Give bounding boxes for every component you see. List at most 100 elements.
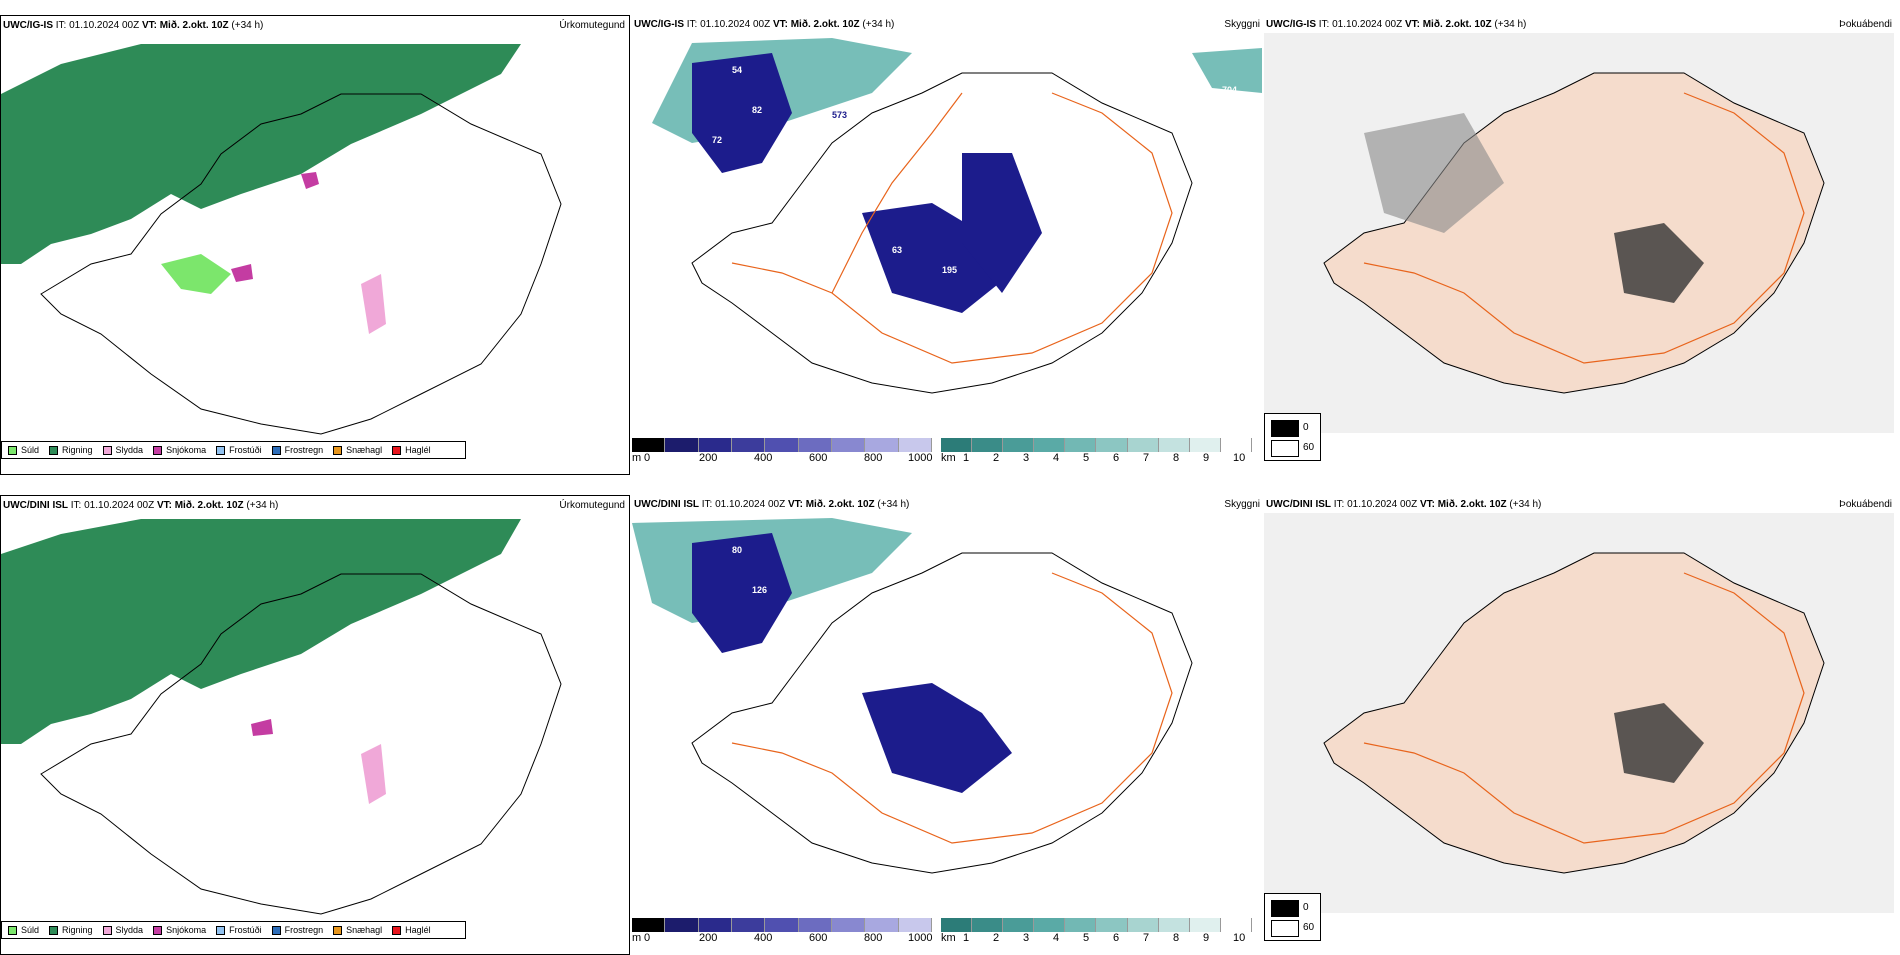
height-colorbar <box>632 438 932 452</box>
swatch <box>216 445 226 455</box>
svg-text:63: 63 <box>892 245 902 255</box>
svg-text:195: 195 <box>942 265 957 275</box>
svg-text:573: 573 <box>832 110 847 120</box>
swatch <box>333 445 343 455</box>
legend-freezing-drizzle: Frostúði <box>216 445 262 455</box>
panel-header: UWC/IG-IS IT: 01.10.2024 00Z VT: Mið. 2.… <box>3 20 263 31</box>
iceland-coast <box>40 93 562 435</box>
init-time: IT: 01.10.2024 00Z <box>53 20 142 31</box>
fog-panel-top: UWC/IG-IS IT: 01.10.2024 00Z VT: Mið. 2.… <box>1264 15 1894 475</box>
height-colorbar <box>632 918 932 932</box>
legend-sleet: Slydda <box>102 445 143 455</box>
snow-patch <box>251 719 273 736</box>
precip-map-bottom <box>1 519 562 915</box>
svg-text:63: 63 <box>1202 535 1212 545</box>
panel-header: UWC/IG-IS IT: 01.10.2024 00Z VT: Mið. 2.… <box>634 19 895 30</box>
swatch <box>271 445 281 455</box>
fog-low-swatch <box>1271 920 1299 937</box>
panel-title: Þokuábendi <box>1839 499 1892 510</box>
panel-title: Þokuábendi <box>1839 19 1892 30</box>
visibility-mid <box>1192 48 1262 93</box>
fog-map-top <box>1264 33 1894 433</box>
sleet-patch <box>361 274 386 334</box>
svg-text:704: 704 <box>1222 85 1237 95</box>
precip-panel-top: UWC/IG-IS IT: 01.10.2024 00Z VT: Mið. 2.… <box>0 15 630 475</box>
panel-header: UWC/DINI ISL IT: 01.10.2024 00Z VT: Mið.… <box>634 499 910 510</box>
fog-low-swatch <box>1271 440 1299 457</box>
fog-map-bottom <box>1264 513 1894 913</box>
precip-legend: Súld Rigning Slydda Snjókoma Frostúði Fr… <box>1 441 466 459</box>
precip-legend: Súld Rigning Slydda Snjókoma Frostúði Fr… <box>1 921 466 939</box>
roads <box>1363 92 1805 364</box>
valid-time: VT: Mið. 2.okt. 10Z <box>141 20 229 31</box>
visibility-low <box>692 533 792 653</box>
legend-rain: Rigning <box>49 445 93 455</box>
svg-text:48: 48 <box>1162 525 1172 535</box>
panel-title: Úrkomutegund <box>559 500 625 511</box>
visibility-values: 54 82 573 72 63 195 652 704 <box>712 65 1237 275</box>
sleet-patch <box>361 744 386 804</box>
roads <box>731 92 1173 364</box>
legend-snow: Snjókoma <box>153 445 206 455</box>
iceland-coast <box>40 573 562 915</box>
panel-header: UWC/IG-IS IT: 01.10.2024 00Z VT: Mið. 2.… <box>1266 19 1527 30</box>
snow-patch <box>301 172 319 189</box>
height-ticks: m 0 200 400 600 800 1000 <box>632 452 933 464</box>
swatch <box>49 445 59 455</box>
swatch <box>8 445 17 455</box>
panel-title: Skyggni <box>1224 499 1260 510</box>
panel-header: UWC/DINI ISL IT: 01.10.2024 00Z VT: Mið.… <box>3 500 279 511</box>
visibility-ticks: km 1 2 3 4 5 6 7 8 9 10 <box>941 452 1246 464</box>
visibility-colorbar <box>941 918 1252 932</box>
visibility-low <box>692 53 792 173</box>
panel-header: UWC/DINI ISL IT: 01.10.2024 00Z VT: Mið.… <box>1266 499 1542 510</box>
visibility-ticks: km 1 2 3 4 5 6 7 8 9 10 <box>941 932 1246 944</box>
cloud-map-bottom: 80 126 48 63 838 <box>632 518 1247 874</box>
fog-mid <box>1364 113 1504 233</box>
fog-legend: 0 60 <box>1264 413 1321 461</box>
fog-dark <box>1614 223 1704 303</box>
iceland-coast <box>691 72 1193 394</box>
visibility-colorbar <box>941 438 1252 452</box>
model-label: UWC/IG-IS <box>3 20 53 31</box>
fog-dark <box>1614 703 1704 783</box>
svg-text:838: 838 <box>1232 685 1247 695</box>
iceland-coast <box>691 552 1193 874</box>
legend-snow-pellets: Snæhagl <box>333 445 382 455</box>
visibility-values: 80 126 48 63 838 <box>732 525 1247 695</box>
legend-freezing-rain: Frostregn <box>271 445 323 455</box>
svg-text:126: 126 <box>752 585 767 595</box>
swatch <box>153 445 163 455</box>
fog-panel-bottom: UWC/DINI ISL IT: 01.10.2024 00Z VT: Mið.… <box>1264 495 1894 955</box>
precip-map-top <box>1 44 562 435</box>
fog-high-swatch <box>1271 900 1299 917</box>
panel-title: Úrkomutegund <box>559 20 625 31</box>
cloud-panel-top: UWC/IG-IS IT: 01.10.2024 00Z VT: Mið. 2.… <box>632 15 1262 475</box>
svg-text:82: 82 <box>752 105 762 115</box>
drizzle-patch <box>161 254 231 294</box>
precip-panel-bottom: UWC/DINI ISL IT: 01.10.2024 00Z VT: Mið.… <box>0 495 630 955</box>
rain-area <box>1 44 521 264</box>
svg-text:54: 54 <box>732 65 742 75</box>
visibility-low <box>862 683 1012 793</box>
cloud-map-top: 54 82 573 72 63 195 652 704 <box>652 38 1262 394</box>
roads <box>731 572 1173 844</box>
panel-title: Skyggni <box>1224 19 1260 30</box>
svg-text:80: 80 <box>732 545 742 555</box>
snow-patch <box>231 264 253 282</box>
rain-area <box>1 519 521 744</box>
svg-text:72: 72 <box>712 135 722 145</box>
fog-high-swatch <box>1271 420 1299 437</box>
roads <box>1363 572 1805 844</box>
legend-hail: Haglél <box>392 445 431 455</box>
fog-legend: 0 60 <box>1264 893 1321 941</box>
cloud-panel-bottom: UWC/DINI ISL IT: 01.10.2024 00Z VT: Mið.… <box>632 495 1262 955</box>
visibility-low <box>962 153 1042 293</box>
svg-text:652: 652 <box>1192 85 1207 95</box>
height-ticks: m 0 200 400 600 800 1000 <box>632 932 933 944</box>
lead-time: (+34 h) <box>228 20 264 31</box>
legend-drizzle: Súld <box>8 445 39 455</box>
swatch <box>392 445 402 455</box>
land <box>1323 552 1825 874</box>
swatch <box>102 445 112 455</box>
